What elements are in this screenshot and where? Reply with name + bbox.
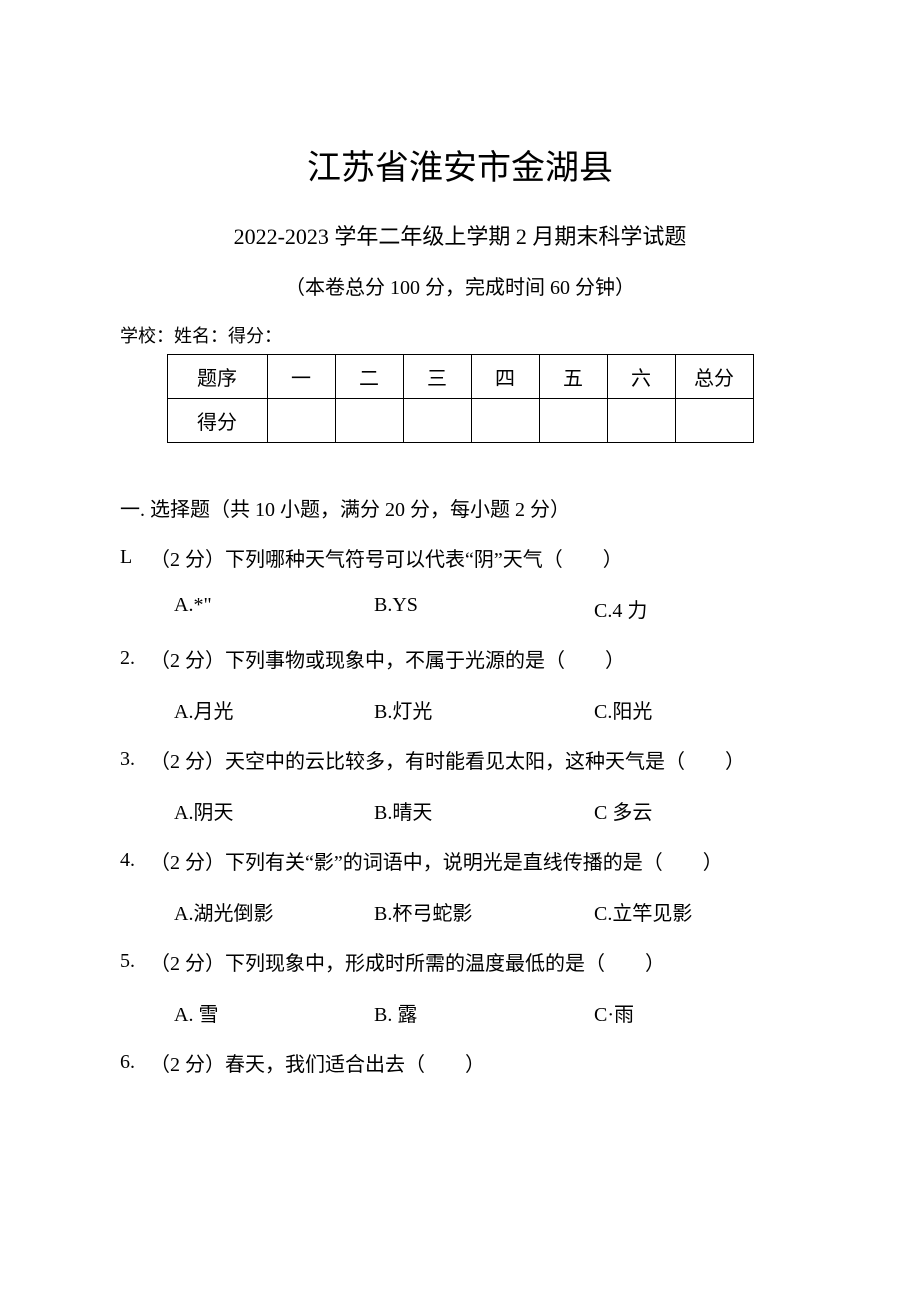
question-text: （2 分）天空中的云比较多，有时能看见太阳，这种天气是（ ） <box>150 748 800 776</box>
option-a: A.湖光倒影 <box>174 897 374 926</box>
table-cell: 六 <box>607 355 675 399</box>
question-options: A.湖光倒影 B.杯弓蛇影 C.立竿见影 <box>150 897 800 926</box>
question-text: （2 分）下列哪种天气符号可以代表“阴”天气（ ） <box>150 546 800 574</box>
option-c: C 多云 <box>594 796 800 825</box>
question-5: 5. （2 分）下列现象中，形成时所需的温度最低的是（ ） A. 雪 B. 露 … <box>120 950 800 1027</box>
question-number: L <box>120 546 150 569</box>
table-cell: 总分 <box>675 355 753 399</box>
table-cell: 四 <box>471 355 539 399</box>
question-text: （2 分）下列事物或现象中，不属于光源的是（ ） <box>150 647 800 675</box>
option-b: B.晴天 <box>374 796 594 825</box>
exam-info: （本卷总分 100 分，完成时间 60 分钟） <box>120 271 800 300</box>
table-cell: 题序 <box>167 355 267 399</box>
question-text: （2 分）下列现象中，形成时所需的温度最低的是（ ） <box>150 950 800 978</box>
option-b: B. 露 <box>374 998 594 1027</box>
student-info: 学校：姓名：得分： <box>120 322 800 348</box>
section-header: 一. 选择题（共 10 小题，满分 20 分，每小题 2 分） <box>120 493 800 522</box>
table-cell <box>267 399 335 443</box>
option-a: A.月光 <box>174 695 374 724</box>
table-cell <box>607 399 675 443</box>
question-number: 5. <box>120 950 150 973</box>
table-cell <box>539 399 607 443</box>
question-text: （2 分）下列有关“影”的词语中，说明光是直线传播的是（ ） <box>150 849 800 877</box>
question-4: 4. （2 分）下列有关“影”的词语中，说明光是直线传播的是（ ） A.湖光倒影… <box>120 849 800 926</box>
question-number: 2. <box>120 647 150 670</box>
option-c: C.立竿见影 <box>594 897 800 926</box>
table-cell: 五 <box>539 355 607 399</box>
question-3: 3. （2 分）天空中的云比较多，有时能看见太阳，这种天气是（ ） A.阴天 B… <box>120 748 800 825</box>
main-title: 江苏省淮安市金湖县 <box>120 140 800 189</box>
question-options: A.*" B.YS C.4 力 <box>150 594 800 623</box>
question-number: 4. <box>120 849 150 872</box>
table-cell <box>335 399 403 443</box>
question-1: L （2 分）下列哪种天气符号可以代表“阴”天气（ ） A.*" B.YS C.… <box>120 546 800 623</box>
question-2: 2. （2 分）下列事物或现象中，不属于光源的是（ ） A.月光 B.灯光 C.… <box>120 647 800 724</box>
sub-title: 2022-2023 学年二年级上学期 2 月期末科学试题 <box>120 219 800 251</box>
table-cell: 二 <box>335 355 403 399</box>
option-a: A. 雪 <box>174 998 374 1027</box>
score-table: 题序 一 二 三 四 五 六 总分 得分 <box>167 354 754 443</box>
table-row: 题序 一 二 三 四 五 六 总分 <box>167 355 753 399</box>
option-b: B.灯光 <box>374 695 594 724</box>
table-cell <box>675 399 753 443</box>
question-number: 3. <box>120 748 150 771</box>
question-text: （2 分）春天，我们适合出去（ ） <box>150 1051 800 1079</box>
table-cell: 三 <box>403 355 471 399</box>
option-a: A.阴天 <box>174 796 374 825</box>
option-c: C.阳光 <box>594 695 800 724</box>
option-b: B.YS <box>374 594 594 623</box>
table-cell: 得分 <box>167 399 267 443</box>
table-cell <box>471 399 539 443</box>
table-row: 得分 <box>167 399 753 443</box>
option-c: C·雨 <box>594 998 800 1027</box>
question-options: A.阴天 B.晴天 C 多云 <box>150 796 800 825</box>
option-c: C.4 力 <box>594 594 800 623</box>
question-6: 6. （2 分）春天，我们适合出去（ ） <box>120 1051 800 1079</box>
option-a: A.*" <box>174 594 374 623</box>
option-b: B.杯弓蛇影 <box>374 897 594 926</box>
table-cell <box>403 399 471 443</box>
question-options: A.月光 B.灯光 C.阳光 <box>150 695 800 724</box>
question-options: A. 雪 B. 露 C·雨 <box>150 998 800 1027</box>
question-number: 6. <box>120 1051 150 1074</box>
table-cell: 一 <box>267 355 335 399</box>
